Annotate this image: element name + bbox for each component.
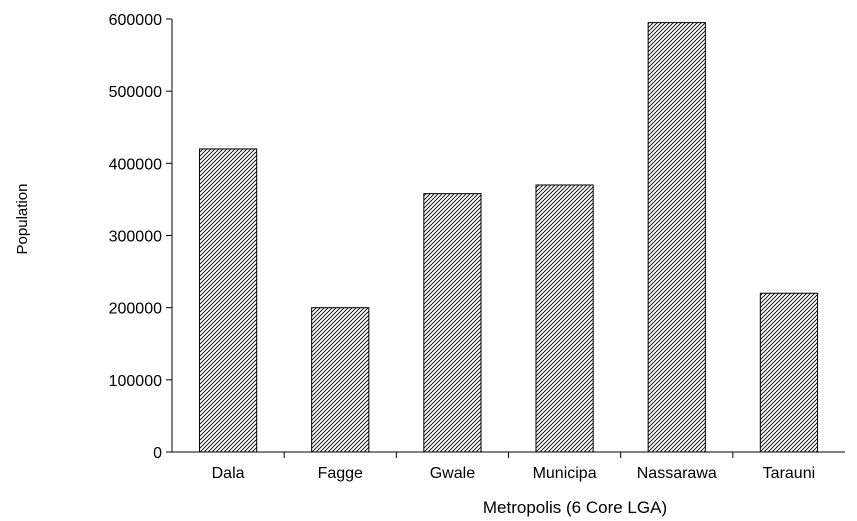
bar (198, 148, 258, 453)
bar (423, 193, 482, 453)
y-tick-label: 500000 (109, 84, 162, 101)
y-tick-label: 0 (153, 445, 162, 462)
x-tick-label: Fagge (318, 465, 363, 482)
y-tick-label: 300000 (109, 229, 162, 246)
bar (759, 292, 819, 453)
x-axis: Dala Fagge Gwale Municipa Nassarawa Tarauni (172, 451, 845, 482)
x-tick-label: Dala (212, 465, 245, 482)
y-tick-label: 400000 (109, 156, 162, 173)
y-axis-title: Population (14, 184, 31, 255)
bar (647, 22, 706, 453)
x-tick-label: Tarauni (763, 465, 815, 482)
y-axis: 0 100000 200000 300000 400000 500000 600000 (109, 12, 173, 462)
x-tick-label: Gwale (430, 465, 475, 482)
y-tick-label: 600000 (109, 12, 162, 29)
bar (535, 184, 594, 453)
x-tick-label: Municipa (533, 465, 597, 482)
bars (198, 22, 819, 453)
y-tick-label: 100000 (109, 373, 162, 390)
y-tick-label: 200000 (109, 301, 162, 318)
x-axis-title: Metropolis (6 Core LGA) (483, 498, 667, 517)
x-tick-label: Nassarawa (637, 465, 717, 482)
bar (311, 307, 370, 453)
